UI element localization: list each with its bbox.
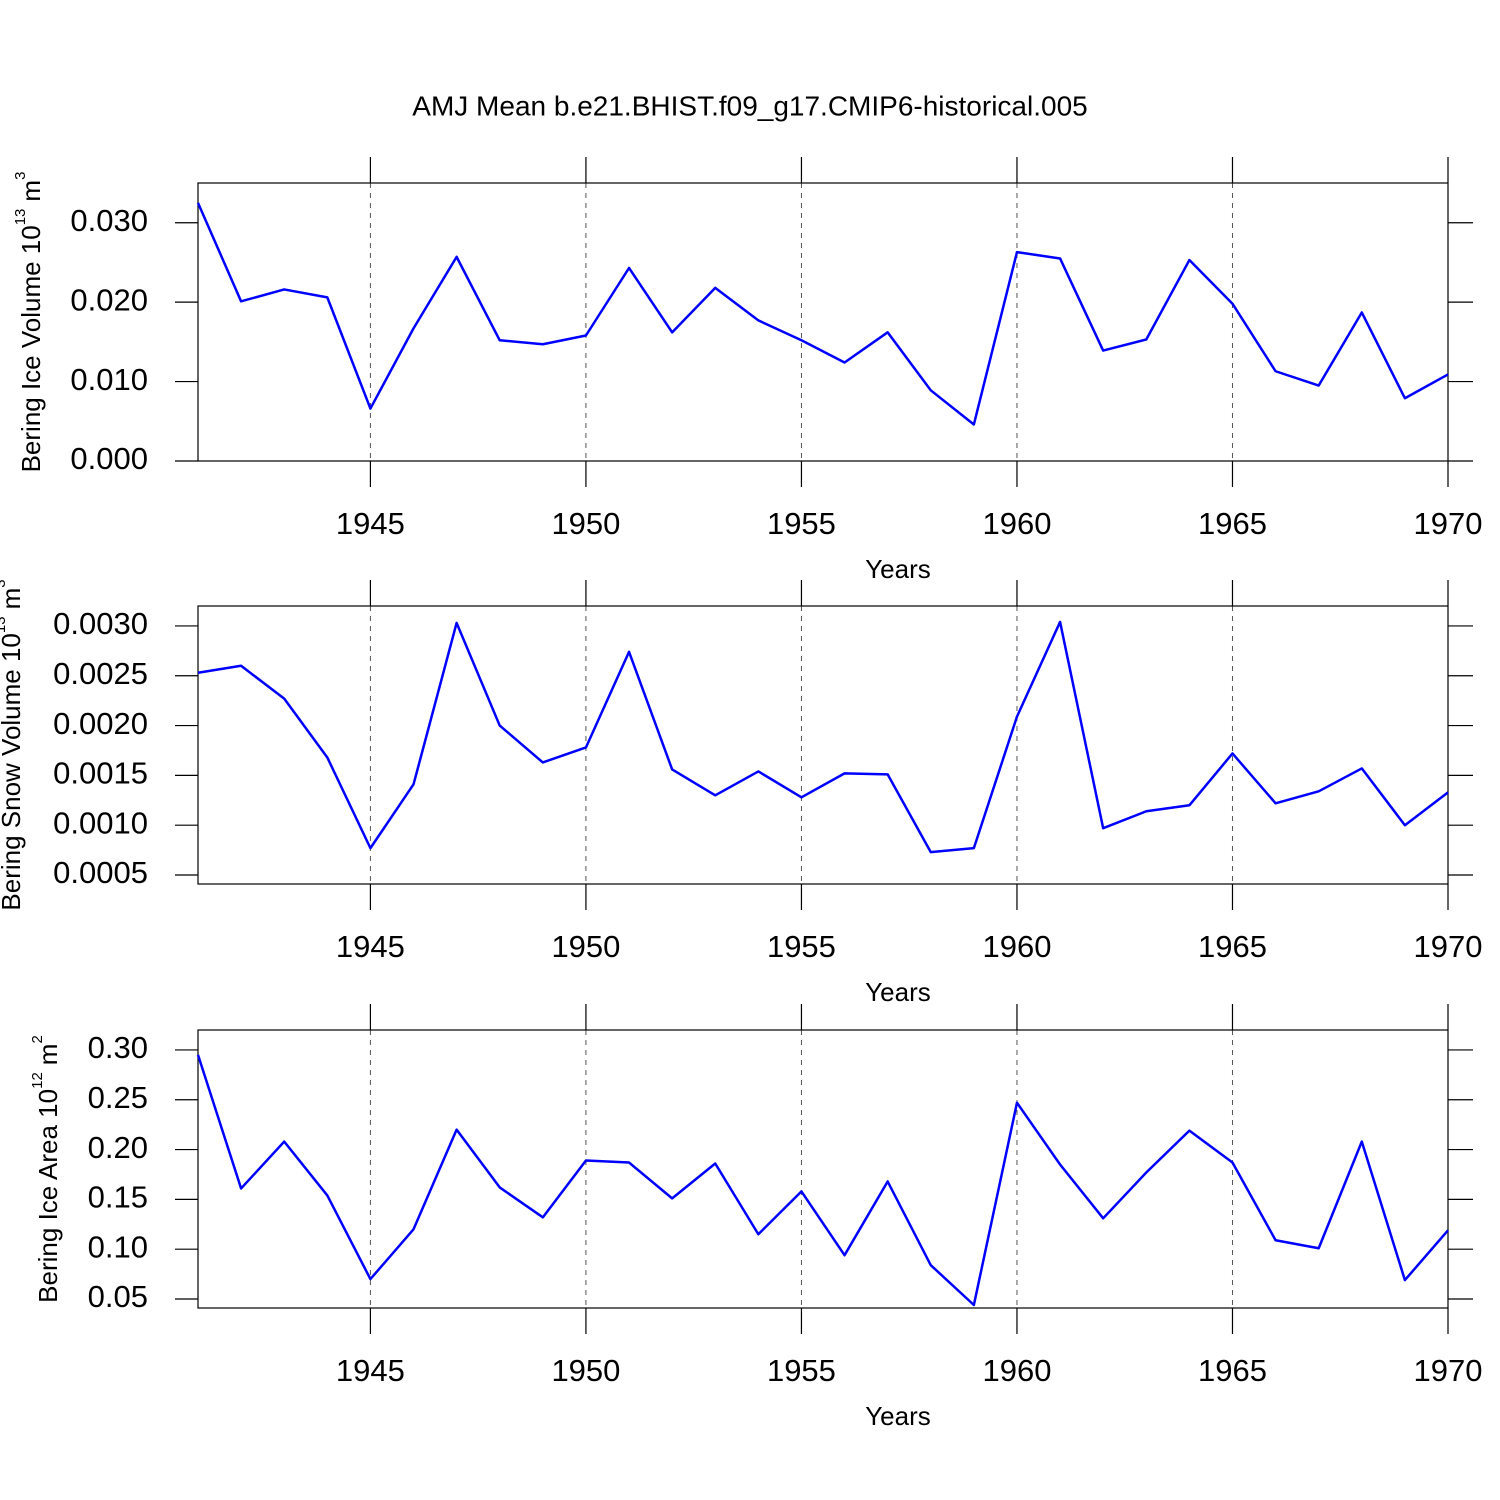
y-tick-label: 0.020 [70, 282, 148, 317]
x-tick-label: 1970 [1414, 1353, 1483, 1388]
data-line [196, 1054, 1449, 1307]
x-tick-label: 1965 [1198, 1353, 1267, 1388]
y-tick-label: 0.010 [70, 362, 148, 397]
x-tick-label: 1970 [1414, 506, 1483, 541]
y-tick-label: 0.0005 [53, 855, 148, 890]
x-tick-label: 1965 [1198, 929, 1267, 964]
y-tick-label: 0.0020 [53, 706, 148, 741]
x-axis-label: Years [865, 977, 931, 1007]
y-axis-label: Bering Ice Volume 1013 m3 [12, 172, 46, 473]
y-axis-label-exponent: 3 [12, 172, 29, 180]
data-line [196, 202, 1449, 426]
x-tick-label: 1965 [1198, 506, 1267, 541]
y-axis-label-part: m [0, 588, 26, 610]
y-axis-label-exponent: 13 [12, 209, 29, 226]
y-axis-label-exponent: 3 [0, 579, 9, 587]
x-axis-label: Years [865, 1401, 931, 1431]
x-tick-label: 1970 [1414, 929, 1483, 964]
panel: 1945 1950 1955 1960 1965 1970 0.000 0.010 0.020 0… [12, 157, 1483, 584]
x-tick-label: 1945 [336, 506, 405, 541]
x-tick-label: 1955 [767, 1353, 836, 1388]
x-tick-label: 1955 [767, 929, 836, 964]
y-tick-label: 0.0010 [53, 805, 148, 840]
y-tick-label: 0.10 [88, 1229, 148, 1264]
x-tick-label: 1950 [551, 1353, 620, 1388]
y-tick-label: 0.000 [70, 441, 148, 476]
y-axis-label: Bering Snow Volume 1013 m3 [0, 579, 26, 910]
y-axis-label-part: m [16, 180, 46, 202]
x-tick-label: 1950 [551, 506, 620, 541]
y-axis-label-part: m [33, 1044, 63, 1066]
plot-frame [197, 1029, 1449, 1309]
y-tick-label: 0.20 [88, 1130, 148, 1165]
y-axis-label-part: Bering Snow Volume 10 [0, 633, 26, 911]
x-tick-label: 1955 [767, 506, 836, 541]
y-tick-label: 0.15 [88, 1180, 148, 1215]
panel: 1945 1950 1955 1960 1965 1970 0.0005 0.0010 0.00… [0, 579, 1482, 1006]
x-tick-label: 1945 [336, 1353, 405, 1388]
plot-frame [197, 605, 1449, 885]
y-tick-label: 0.0025 [53, 656, 148, 691]
y-tick-label: 0.05 [88, 1279, 148, 1314]
y-axis-label-exponent: 13 [0, 616, 9, 633]
x-tick-label: 1945 [336, 929, 405, 964]
x-axis-label: Years [865, 554, 931, 584]
y-tick-label: 0.030 [70, 203, 148, 238]
data-line [197, 620, 1449, 854]
y-axis-label-exponent: 2 [29, 1035, 46, 1043]
panel: 1945 1950 1955 1960 1965 1970 0.05 0.10 0.15 0.20… [29, 1004, 1483, 1431]
x-tick-label: 1960 [982, 929, 1051, 964]
y-axis-label-exponent: 12 [29, 1072, 46, 1089]
figure-title: AMJ Mean b.e21.BHIST.f09_g17.CMIP6-histo… [412, 90, 1087, 121]
y-tick-label: 0.0015 [53, 756, 148, 791]
x-tick-label: 1960 [982, 1353, 1051, 1388]
y-axis-label-part: Bering Ice Volume 10 [16, 225, 46, 472]
x-tick-label: 1960 [982, 506, 1051, 541]
y-tick-label: 0.0030 [53, 606, 148, 641]
y-axis-label: Bering Ice Area 1012 m2 [29, 1035, 63, 1303]
y-tick-label: 0.25 [88, 1080, 148, 1115]
y-axis-label-part: Bering Ice Area 10 [33, 1089, 63, 1303]
x-tick-label: 1950 [551, 929, 620, 964]
plot-frame [197, 182, 1449, 462]
y-tick-label: 0.30 [88, 1030, 148, 1065]
